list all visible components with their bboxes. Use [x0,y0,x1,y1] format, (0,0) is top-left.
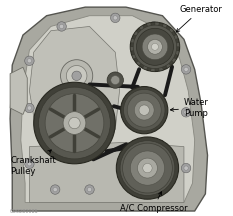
Polygon shape [174,50,179,55]
Circle shape [181,163,191,173]
Polygon shape [10,7,208,211]
Polygon shape [10,67,27,114]
Circle shape [45,94,104,152]
Polygon shape [172,35,178,40]
Circle shape [132,185,141,194]
Circle shape [120,141,175,195]
Polygon shape [130,47,135,51]
Circle shape [121,87,168,134]
Polygon shape [155,22,159,27]
Polygon shape [21,16,195,202]
Circle shape [39,87,110,159]
Circle shape [27,162,31,166]
Circle shape [69,117,80,129]
Circle shape [181,108,191,117]
Polygon shape [175,43,180,47]
Circle shape [135,187,139,192]
Polygon shape [132,54,137,59]
Circle shape [116,137,178,199]
Circle shape [123,143,172,193]
Circle shape [127,93,161,127]
Circle shape [51,185,60,194]
Circle shape [59,24,64,29]
Text: A/C Compressor: A/C Compressor [120,192,187,213]
Circle shape [184,67,188,71]
Circle shape [152,24,156,29]
Circle shape [27,106,31,110]
Circle shape [110,13,120,23]
Circle shape [184,166,188,170]
Circle shape [130,151,164,185]
Circle shape [25,56,34,65]
Polygon shape [139,25,145,31]
Circle shape [113,16,117,20]
Circle shape [85,185,94,194]
Circle shape [123,89,165,131]
Circle shape [63,112,86,134]
Circle shape [53,187,57,192]
Polygon shape [171,57,176,63]
Circle shape [133,25,177,68]
Circle shape [61,60,93,92]
Circle shape [25,159,34,168]
Circle shape [66,65,87,86]
Polygon shape [131,38,136,43]
Circle shape [130,22,180,71]
Polygon shape [151,67,155,71]
Circle shape [25,103,34,113]
Polygon shape [136,60,142,66]
Circle shape [87,187,92,192]
Polygon shape [162,24,167,29]
Text: G00280085: G00280085 [10,209,39,214]
Circle shape [143,164,152,173]
Polygon shape [134,31,140,37]
Circle shape [137,28,174,65]
Circle shape [57,22,66,31]
Circle shape [181,65,191,74]
Circle shape [149,22,159,31]
Text: Generator: Generator [176,5,223,32]
Polygon shape [143,64,148,70]
Circle shape [72,71,81,81]
Circle shape [34,82,115,164]
Circle shape [139,105,149,115]
Circle shape [134,100,154,120]
Polygon shape [29,26,120,129]
Text: Water
Pump: Water Pump [170,98,209,118]
Polygon shape [147,22,151,28]
Polygon shape [165,62,171,68]
Polygon shape [168,28,174,34]
Circle shape [147,40,162,54]
Circle shape [142,34,168,60]
Circle shape [27,59,31,63]
Text: Crankshaft
Pulley: Crankshaft Pulley [10,150,56,176]
Circle shape [184,110,188,114]
Polygon shape [158,66,163,71]
Circle shape [137,158,158,178]
Circle shape [107,72,123,88]
Polygon shape [29,142,184,202]
Circle shape [111,76,120,85]
Circle shape [151,43,158,50]
